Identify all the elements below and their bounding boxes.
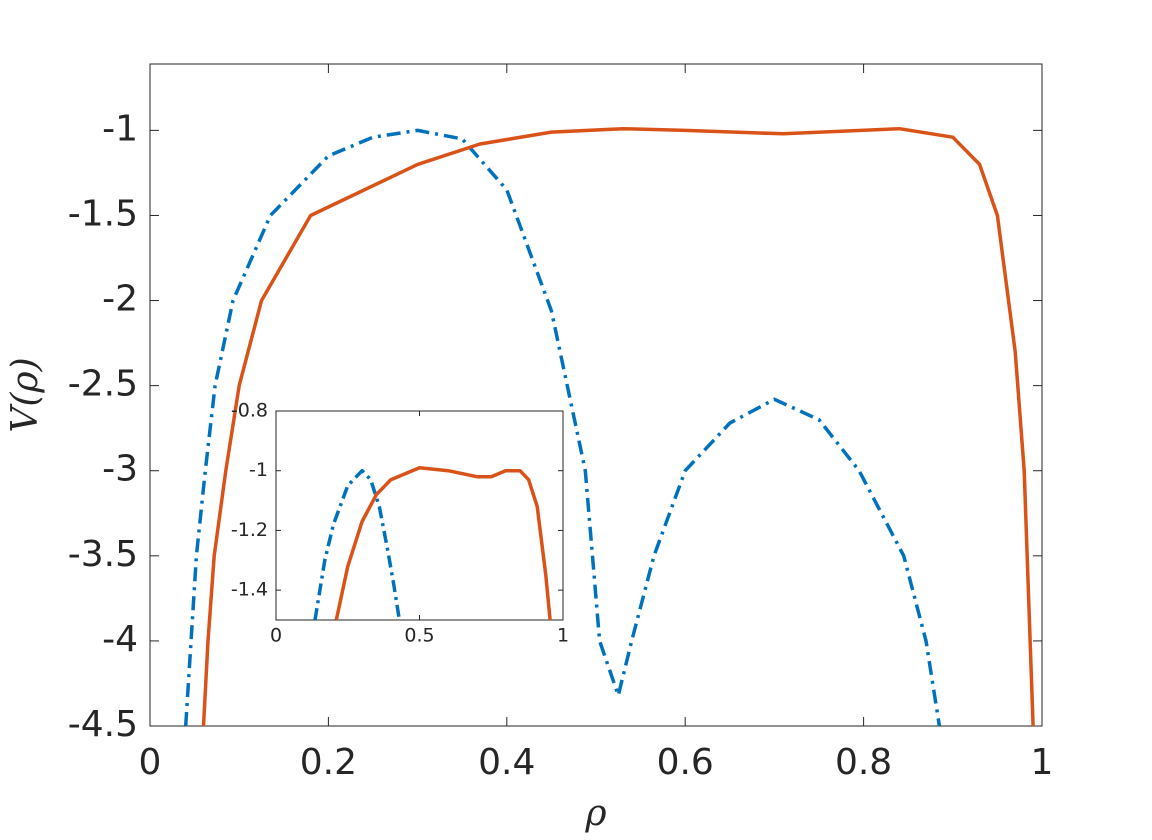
x-tick-label: 0.2 <box>300 742 357 783</box>
curve <box>201 126 1035 726</box>
y-axis-label: V(ρ) <box>5 357 46 432</box>
inset-x-tick-label: 0.5 <box>404 625 434 647</box>
y-tick-label: -2.5 <box>68 364 138 405</box>
inset-y-tick-label: -1 <box>249 459 268 481</box>
inset-y-tick-label: -1.2 <box>231 519 268 541</box>
y-tick-label: -3.5 <box>68 534 138 575</box>
y-tick-label: -1 <box>102 108 138 149</box>
y-tick-label: -1.5 <box>68 193 138 234</box>
inset-curve <box>334 465 552 620</box>
y-tick-label: -2 <box>102 279 138 320</box>
y-tick-label: -3 <box>102 449 138 490</box>
plot-area <box>149 63 1043 727</box>
x-tick-label: 1 <box>1031 742 1054 783</box>
x-axis-label: ρ <box>584 793 606 834</box>
x-tick-label: 0.6 <box>657 742 714 783</box>
x-tick-label: 0 <box>139 742 162 783</box>
curve <box>183 128 942 726</box>
inset-x-tick-label: 1 <box>557 625 569 647</box>
inset-x-tick-label: 0 <box>270 625 282 647</box>
y-tick-label: -4 <box>102 619 138 660</box>
inset-plot-area <box>275 410 564 621</box>
x-tick-label: 0.4 <box>478 742 535 783</box>
x-tick-label: 0.8 <box>835 742 892 783</box>
inset-y-tick-label: -1.4 <box>231 579 268 601</box>
inset-curve <box>313 468 402 620</box>
y-tick-label: -4.5 <box>68 704 138 745</box>
inset-y-tick-label: -0.8 <box>231 400 268 422</box>
